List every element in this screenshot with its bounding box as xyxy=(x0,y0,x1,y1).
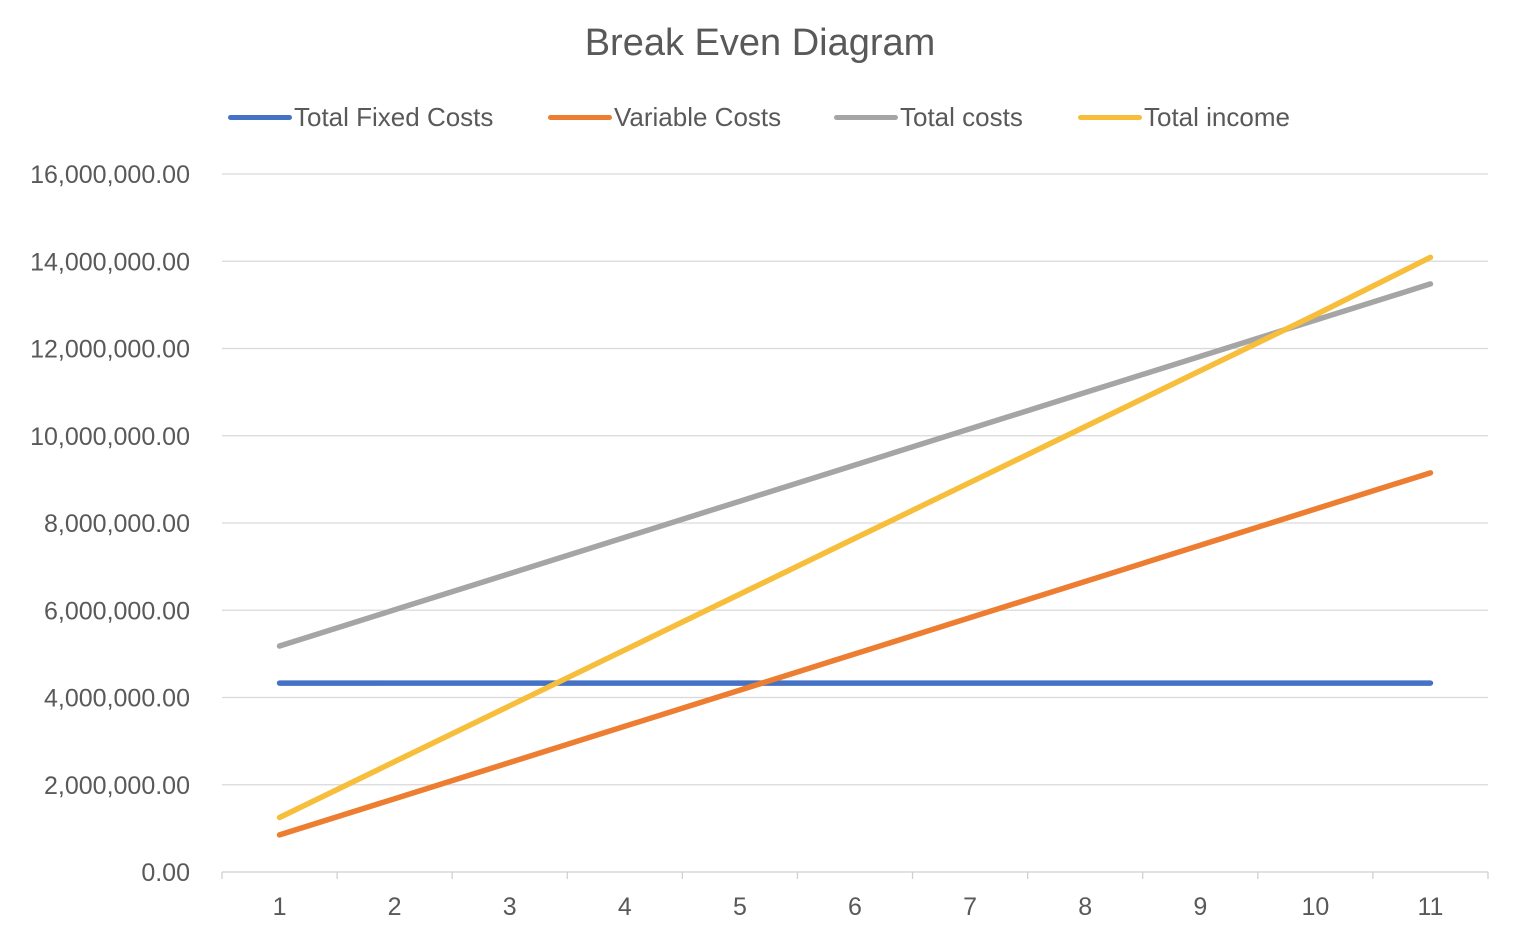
y-tick-label: 12,000,000.00 xyxy=(30,336,190,364)
y-tick-label: 2,000,000.00 xyxy=(44,772,190,800)
legend-label-total-costs: Total costs xyxy=(900,101,1023,132)
x-tick-label: 7 xyxy=(963,893,977,921)
series-line-total-income xyxy=(276,254,1434,821)
x-tick-label: 11 xyxy=(1417,893,1443,921)
x-tick-label: 10 xyxy=(1301,893,1329,921)
y-tick-label: 8,000,000.00 xyxy=(44,510,190,538)
legend-item-total-fixed-costs: Total Fixed Costs xyxy=(228,100,493,134)
legend-item-total-costs: Total costs xyxy=(834,100,1023,134)
legend-label-total-fixed-costs: Total Fixed Costs xyxy=(294,101,494,132)
y-tick-label: 14,000,000.00 xyxy=(30,248,190,276)
legend-label-variable-costs: Variable Costs xyxy=(614,101,782,132)
legend-swatch-variable-costs xyxy=(548,114,612,120)
legend-swatch-total-income xyxy=(1078,114,1142,120)
series-line-total-costs xyxy=(276,281,1434,649)
y-tick-label: 0.00 xyxy=(141,859,190,887)
x-tick-label: 8 xyxy=(1078,893,1092,921)
chart-legend: Total Fixed Costs Variable Costs Total c… xyxy=(0,100,1520,134)
legend-label-total-income: Total income xyxy=(1144,101,1290,132)
legend-swatch-total-fixed-costs xyxy=(228,114,292,120)
y-tick-label: 16,000,000.00 xyxy=(30,161,190,189)
y-tick-label: 10,000,000.00 xyxy=(30,423,190,451)
x-tick-label: 9 xyxy=(1193,893,1207,921)
x-tick-label: 4 xyxy=(618,893,632,921)
legend-swatch-total-costs xyxy=(834,114,898,120)
x-tick-label: 6 xyxy=(848,893,862,921)
legend-item-variable-costs: Variable Costs xyxy=(548,100,781,134)
x-tick-label: 1 xyxy=(273,893,287,921)
x-tick-label: 5 xyxy=(733,893,747,921)
chart-title: Break Even Diagram xyxy=(584,22,936,64)
y-tick-label: 4,000,000.00 xyxy=(44,685,190,713)
x-tick-label: 3 xyxy=(503,893,517,921)
series-line-variable-costs xyxy=(276,470,1434,838)
x-tick-label: 2 xyxy=(388,893,402,921)
y-tick-label: 6,000,000.00 xyxy=(44,597,190,625)
legend-item-total-income: Total income xyxy=(1078,100,1290,134)
